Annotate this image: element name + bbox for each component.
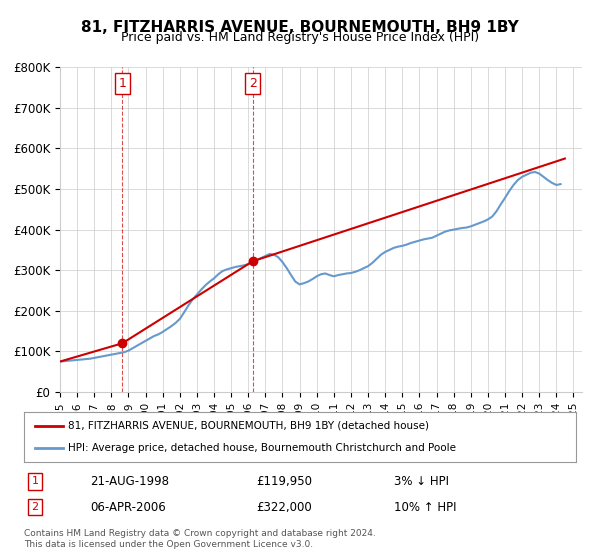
Text: Price paid vs. HM Land Registry's House Price Index (HPI): Price paid vs. HM Land Registry's House …: [121, 31, 479, 44]
Text: 10% ↑ HPI: 10% ↑ HPI: [394, 501, 457, 514]
Text: 21-AUG-1998: 21-AUG-1998: [90, 475, 169, 488]
Text: 1: 1: [32, 476, 38, 486]
Text: 81, FITZHARRIS AVENUE, BOURNEMOUTH, BH9 1BY: 81, FITZHARRIS AVENUE, BOURNEMOUTH, BH9 …: [81, 20, 519, 35]
Text: 81, FITZHARRIS AVENUE, BOURNEMOUTH, BH9 1BY (detached house): 81, FITZHARRIS AVENUE, BOURNEMOUTH, BH9 …: [68, 421, 429, 431]
Text: £119,950: £119,950: [256, 475, 312, 488]
Text: Contains HM Land Registry data © Crown copyright and database right 2024.
This d: Contains HM Land Registry data © Crown c…: [24, 529, 376, 549]
Text: HPI: Average price, detached house, Bournemouth Christchurch and Poole: HPI: Average price, detached house, Bour…: [68, 443, 456, 453]
Text: 2: 2: [249, 77, 257, 90]
Text: £322,000: £322,000: [256, 501, 311, 514]
Text: 1: 1: [118, 77, 126, 90]
Text: 06-APR-2006: 06-APR-2006: [90, 501, 166, 514]
Text: 3% ↓ HPI: 3% ↓ HPI: [394, 475, 449, 488]
Text: 2: 2: [31, 502, 38, 512]
